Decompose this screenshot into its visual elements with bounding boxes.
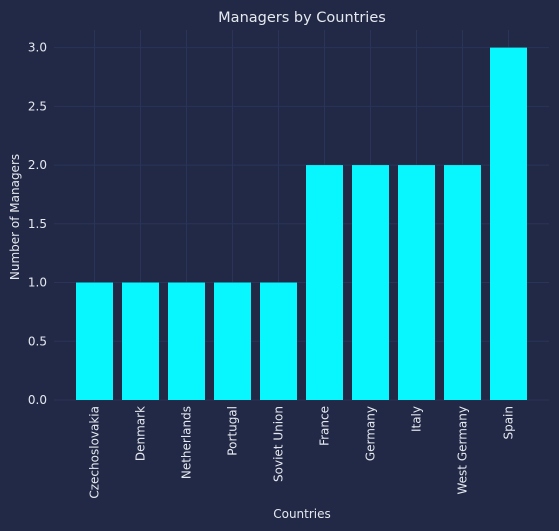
x-tick-label: West Germany	[456, 406, 470, 494]
bar-netherlands	[168, 282, 205, 400]
x-tick-label: Italy	[410, 406, 424, 432]
bar-germany	[352, 165, 389, 400]
x-tick-label: France	[318, 406, 332, 446]
x-tick-label: Soviet Union	[272, 406, 286, 482]
bar-czechoslovakia	[76, 282, 113, 400]
x-tick-label: Czechoslovakia	[88, 406, 102, 499]
y-tick-labels: 0.0 0.5 1.0 1.5 2.0 2.5 3.0	[28, 41, 47, 407]
y-tick-label: 1.5	[28, 217, 47, 231]
bar-portugal	[214, 282, 251, 400]
x-tick-labels: Czechoslovakia Denmark Netherlands Portugal…	[88, 406, 516, 499]
y-tick-label: 0.0	[28, 393, 47, 407]
chart-title: Managers by Countries	[218, 10, 386, 26]
x-tick-label: Denmark	[134, 406, 148, 461]
y-tick-label: 2.0	[28, 158, 47, 172]
y-axis-label: Number of Managers	[8, 154, 22, 280]
bar-italy	[398, 165, 435, 400]
bar-west-germany	[444, 165, 481, 400]
bar-denmark	[122, 282, 159, 400]
bar-soviet-union	[260, 282, 297, 400]
y-tick-label: 2.5	[28, 99, 47, 113]
y-tick-label: 1.0	[28, 276, 47, 290]
x-tick-label: Germany	[364, 406, 378, 461]
bars	[76, 47, 527, 400]
bar-france	[306, 165, 343, 400]
x-tick-label: Spain	[502, 406, 516, 440]
y-tick-label: 0.5	[28, 334, 47, 348]
x-axis-label: Countries	[273, 507, 331, 521]
y-tick-label: 3.0	[28, 41, 47, 55]
x-tick-label: Netherlands	[180, 406, 194, 479]
x-tick-label: Portugal	[226, 406, 240, 456]
bar-spain	[490, 47, 527, 400]
